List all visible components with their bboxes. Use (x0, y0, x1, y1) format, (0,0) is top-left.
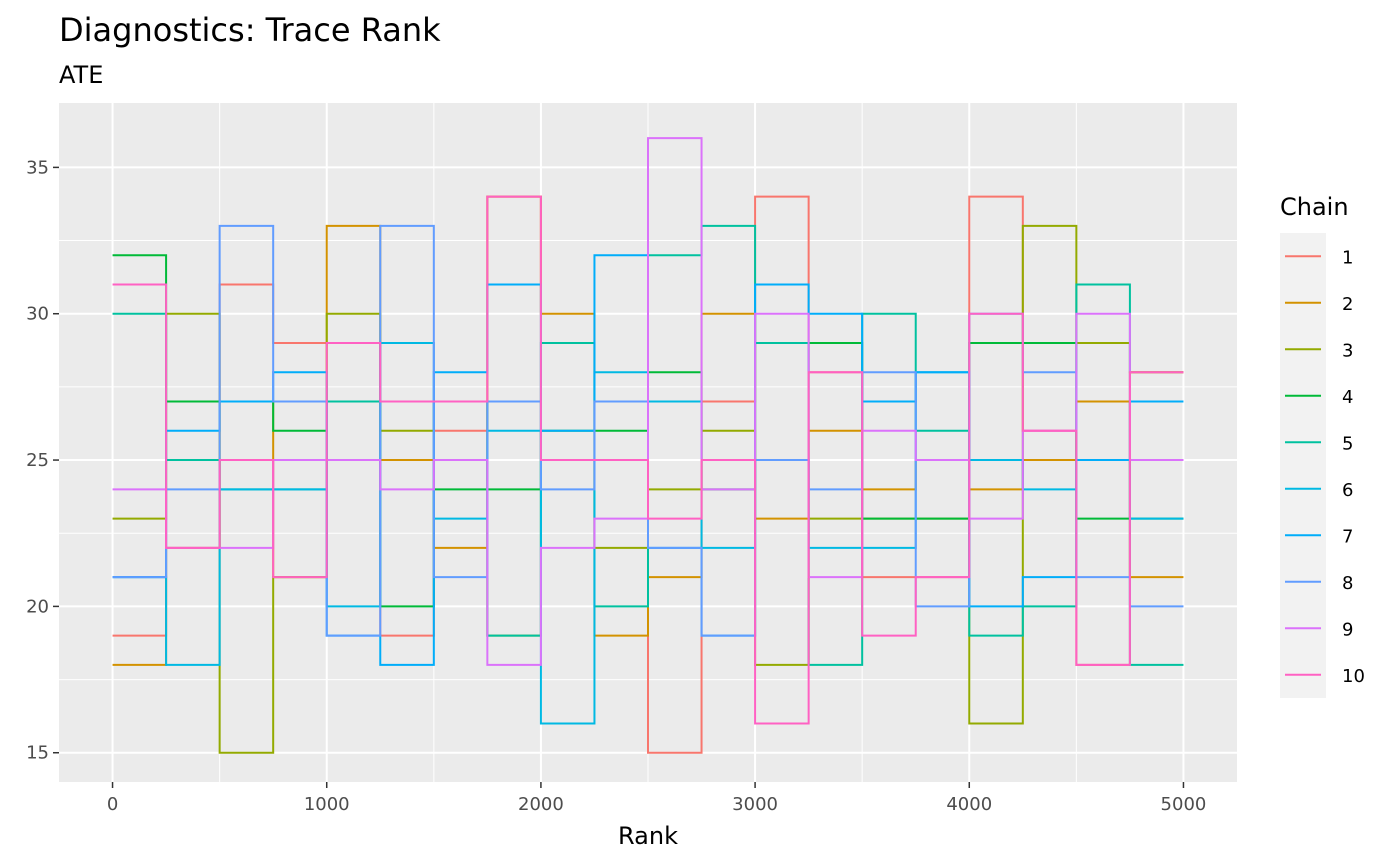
legend-item-4: 4 (1285, 387, 1353, 408)
legend-item-6: 6 (1285, 480, 1353, 501)
legend-label: 3 (1342, 340, 1353, 361)
y-axis: 15 20 25 30 35 (26, 157, 59, 764)
legend-item-5: 5 (1285, 433, 1353, 454)
legend-label: 5 (1342, 433, 1353, 454)
y-tick-label: 30 (26, 304, 49, 325)
series-lines (112, 137, 1184, 754)
x-tick-label: 5000 (1161, 794, 1207, 815)
y-tick-label: 35 (26, 157, 49, 178)
legend-label: 2 (1342, 294, 1353, 315)
legend: Chain 1 2 3 4 5 6 7 8 9 10 (1280, 193, 1365, 698)
legend-item-10: 10 (1285, 666, 1365, 687)
x-tick-label: 0 (107, 794, 118, 815)
legend-item-2: 2 (1285, 294, 1353, 315)
legend-title: Chain (1280, 193, 1349, 221)
y-tick-label: 15 (26, 743, 49, 764)
legend-item-1: 1 (1285, 247, 1353, 268)
legend-label: 9 (1342, 619, 1353, 640)
x-axis: 0 1000 2000 3000 4000 5000 (107, 782, 1207, 815)
y-tick-label: 25 (26, 450, 49, 471)
legend-item-9: 9 (1285, 619, 1353, 640)
legend-label: 6 (1342, 480, 1353, 501)
series-line-chain-10 (112, 195, 1184, 725)
x-tick-label: 1000 (304, 794, 350, 815)
legend-item-8: 8 (1285, 573, 1353, 594)
legend-label: 4 (1342, 387, 1353, 408)
chart-title: Diagnostics: Trace Rank (59, 11, 441, 49)
y-tick-label: 20 (26, 596, 49, 617)
chart-subtitle: ATE (59, 61, 103, 89)
legend-item-3: 3 (1285, 340, 1353, 361)
legend-key-background (1280, 233, 1326, 698)
x-tick-label: 3000 (732, 794, 778, 815)
legend-label: 1 (1342, 247, 1353, 268)
x-axis-title: Rank (618, 822, 678, 850)
legend-item-7: 7 (1285, 526, 1353, 547)
series-line-chain-9 (112, 137, 1184, 666)
legend-label: 10 (1342, 666, 1365, 687)
x-tick-label: 2000 (518, 794, 564, 815)
legend-label: 8 (1342, 573, 1353, 594)
legend-label: 7 (1342, 526, 1353, 547)
x-tick-label: 4000 (946, 794, 992, 815)
